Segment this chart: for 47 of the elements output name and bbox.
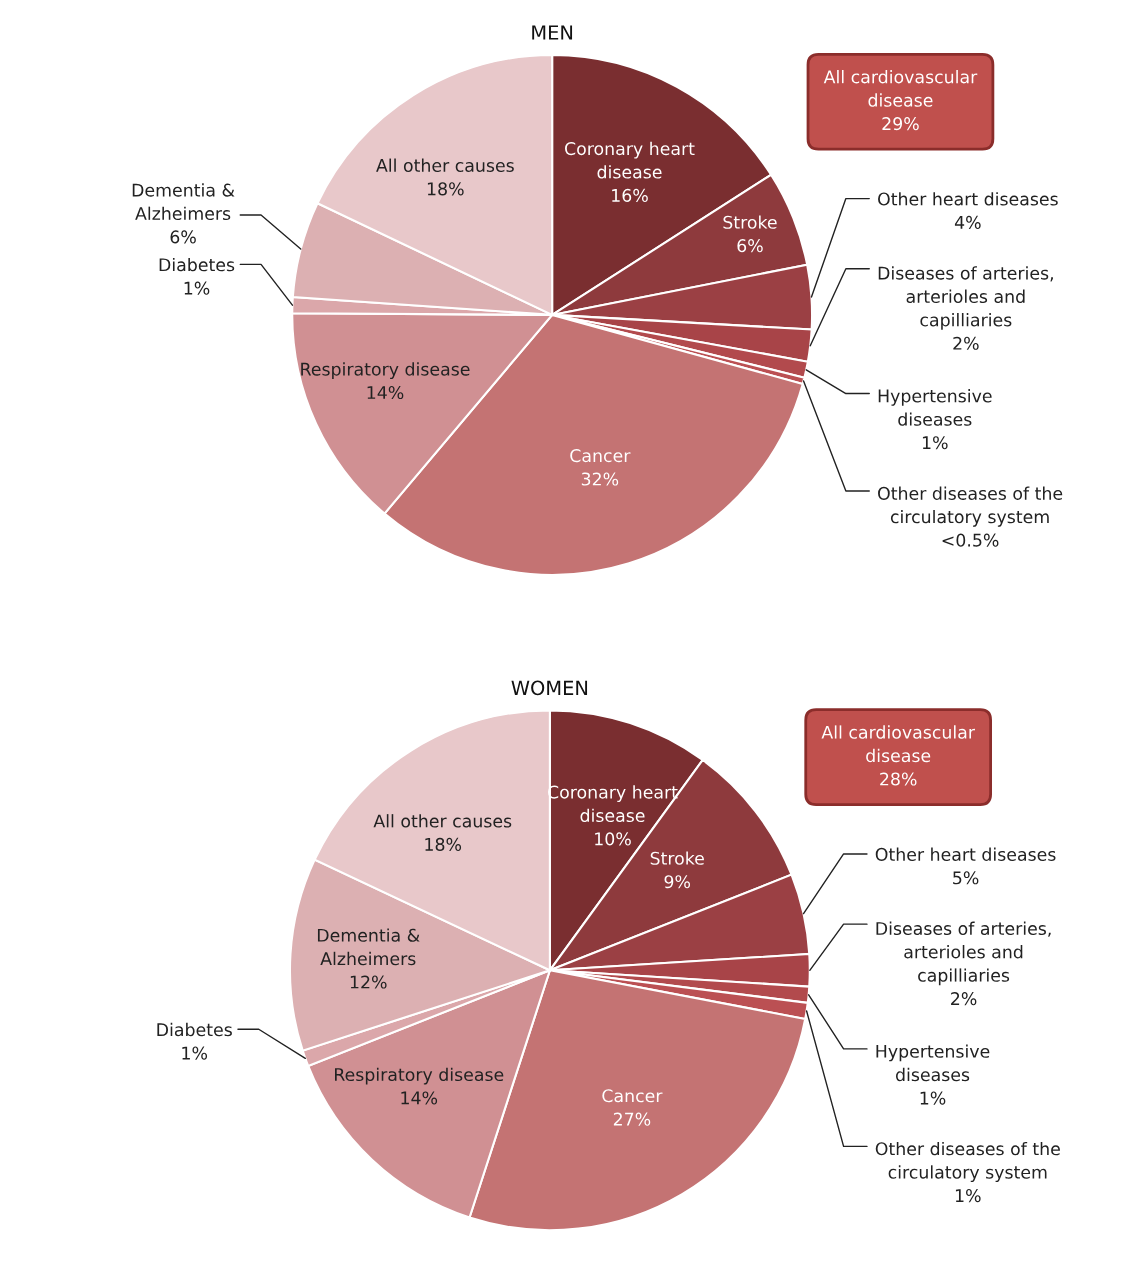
slice-label: Diabetes bbox=[159, 257, 235, 272]
data-label: 6% bbox=[170, 230, 196, 244]
data-label: <0.5% bbox=[942, 533, 999, 547]
data-label: 14% bbox=[401, 1091, 438, 1105]
data-label: 10% bbox=[595, 832, 631, 846]
data-label: 9% bbox=[664, 875, 691, 889]
slice-label: Dementia & Alzheimers bbox=[132, 183, 235, 221]
data-label: 2% bbox=[953, 336, 979, 350]
slice-label: Diabetes bbox=[157, 1022, 232, 1037]
data-label: 6% bbox=[737, 239, 763, 253]
chart-title: MEN bbox=[532, 25, 573, 40]
slice-label: All other causes bbox=[373, 814, 512, 828]
text: All cardiovascular disease 29% bbox=[823, 69, 978, 131]
slice-label: Other heart diseases bbox=[878, 192, 1058, 206]
slice-label: All other causes bbox=[376, 158, 514, 172]
data-label: 16% bbox=[612, 188, 648, 202]
slice-label: Cancer bbox=[602, 1089, 663, 1103]
slice-label: Other heart diseases bbox=[875, 847, 1056, 861]
slice-label: Stroke bbox=[723, 215, 777, 229]
data-label: 12% bbox=[350, 975, 387, 989]
data-label: 5% bbox=[953, 871, 979, 885]
data-label: 1% bbox=[182, 1046, 208, 1060]
data-label: 14% bbox=[367, 385, 404, 400]
slice-label: Respiratory disease bbox=[335, 1067, 504, 1085]
data-label: 1% bbox=[920, 1091, 946, 1105]
data-label: 18% bbox=[427, 182, 464, 196]
chart-title: WOMEN bbox=[511, 680, 588, 696]
data-label: 2% bbox=[951, 992, 977, 1006]
slice-label: Other diseases of the circulatory system bbox=[878, 486, 1063, 527]
slice-label: Coronary heart disease bbox=[565, 141, 695, 179]
slice-label: Hypertensive diseases bbox=[878, 389, 992, 426]
data-label: 1% bbox=[922, 436, 948, 450]
slice-label: Diseases of arteries, arterioles and capilliaries bbox=[878, 266, 1053, 330]
text: All cardiovascular disease 28% bbox=[821, 725, 975, 786]
slice-label: Hypertensive diseases bbox=[876, 1044, 990, 1082]
slice-label: Diseases of arteries, arterioles and capilliaries bbox=[876, 921, 1051, 986]
slice-label: Stroke bbox=[650, 851, 704, 865]
data-label: 18% bbox=[425, 837, 462, 851]
slice-label: Other diseases of the circulatory system bbox=[875, 1141, 1060, 1183]
data-label: 32% bbox=[581, 472, 619, 486]
slice-label: Cancer bbox=[570, 449, 631, 463]
data-label: 27% bbox=[613, 1112, 651, 1126]
data-label: 4% bbox=[954, 215, 981, 229]
slice-label: Dementia & Alzheimers bbox=[317, 928, 420, 966]
data-label: 1% bbox=[184, 281, 210, 295]
data-label: 1% bbox=[955, 1188, 981, 1203]
slice-label: Respiratory disease bbox=[301, 362, 470, 380]
